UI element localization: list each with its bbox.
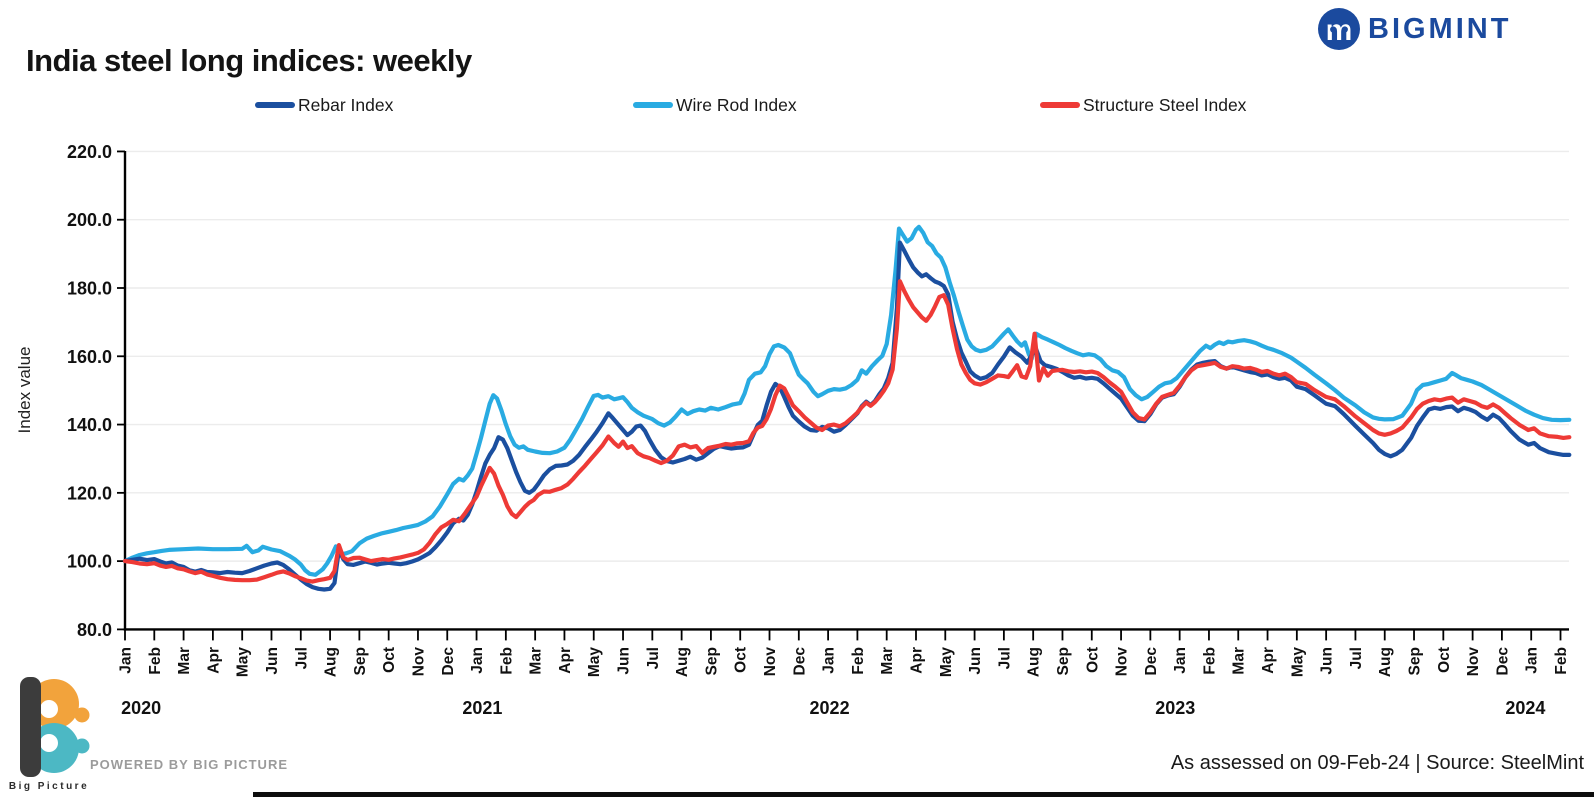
y-tick-label: 140.0 bbox=[67, 415, 112, 435]
x-tick-label: Aug bbox=[1377, 647, 1394, 677]
x-tick-label: Apr bbox=[205, 647, 222, 674]
x-tick-label: Dec bbox=[1143, 647, 1160, 676]
x-tick-label: Mar bbox=[879, 647, 896, 675]
x-tick-label: Jul bbox=[293, 647, 310, 669]
x-tick-label: Jan bbox=[1524, 647, 1541, 674]
x-tick-label: Dec bbox=[791, 647, 808, 676]
x-tick-label: May bbox=[586, 647, 603, 678]
x-tick-label: Aug bbox=[323, 647, 340, 677]
y-tick-label: 220.0 bbox=[67, 142, 112, 162]
x-tick-label: Nov bbox=[410, 647, 427, 677]
x-tick-label: Jan bbox=[118, 647, 135, 674]
x-tick-label: Feb bbox=[850, 647, 867, 675]
x-tick-label: Oct bbox=[733, 647, 750, 673]
bigmint-logo-text: BIGMINT bbox=[1368, 12, 1512, 45]
y-tick-label: 160.0 bbox=[67, 347, 112, 367]
y-axis-title: Index value bbox=[15, 347, 34, 434]
series-rebar-index bbox=[122, 240, 1572, 592]
x-tick-label: Apr bbox=[557, 647, 574, 674]
x-tick-label: Mar bbox=[1231, 647, 1248, 675]
x-tick-label: Mar bbox=[528, 647, 545, 675]
x-tick-label: Jun bbox=[1319, 647, 1336, 675]
x-tick-label: Dec bbox=[1494, 647, 1511, 676]
x-tick-label: Feb bbox=[147, 647, 164, 675]
powered-by-text: POWERED BY BIG PICTURE bbox=[90, 757, 289, 772]
x-tick-label: Apr bbox=[1260, 647, 1277, 674]
bigmint-logo: m BIGMINT bbox=[1316, 6, 1511, 52]
x-tick-label: Jun bbox=[616, 647, 633, 675]
x-tick-label: Oct bbox=[1084, 647, 1101, 673]
series-wire-rod-index bbox=[122, 224, 1572, 577]
x-tick-label: Jan bbox=[469, 647, 486, 674]
x-tick-label: Nov bbox=[1465, 647, 1482, 677]
x-tick-label: May bbox=[1289, 647, 1306, 678]
x-tick-label: Aug bbox=[674, 647, 691, 677]
big-picture-logo-caption: Big Picture bbox=[8, 781, 90, 792]
x-tick-label: Jan bbox=[821, 647, 838, 674]
x-tick-label: Jul bbox=[645, 647, 662, 669]
y-tick-label: 80.0 bbox=[77, 620, 112, 640]
x-tick-label: Dec bbox=[440, 647, 457, 676]
bigmint-logo-icon: m bbox=[1318, 8, 1360, 50]
x-tick-label: Nov bbox=[1114, 647, 1131, 677]
x-tick-label: Aug bbox=[1026, 647, 1043, 677]
x-tick-label: Sep bbox=[703, 647, 720, 675]
series-structure-steel-index bbox=[122, 279, 1572, 584]
x-tick-label: Sep bbox=[352, 647, 369, 675]
x-tick-label: Jul bbox=[996, 647, 1013, 669]
big-picture-logo-icon bbox=[20, 677, 90, 777]
year-label: 2022 bbox=[810, 698, 850, 718]
x-tick-label: Nov bbox=[762, 647, 779, 677]
x-tick-label: Jan bbox=[1172, 647, 1189, 674]
x-tick-label: Mar bbox=[176, 647, 193, 675]
year-label: 2021 bbox=[462, 698, 502, 718]
x-tick-label: Feb bbox=[498, 647, 515, 675]
x-tick-label: Oct bbox=[1436, 647, 1453, 673]
y-tick-label: 120.0 bbox=[67, 483, 112, 503]
x-tick-label: Feb bbox=[1201, 647, 1218, 675]
x-tick-label: Sep bbox=[1055, 647, 1072, 675]
x-tick-label: May bbox=[938, 647, 955, 678]
x-tick-label: Jun bbox=[967, 647, 984, 675]
page-title: India steel long indices: weekly bbox=[26, 42, 472, 78]
x-tick-label: Sep bbox=[1407, 647, 1424, 675]
bottom-bar bbox=[253, 792, 1594, 797]
y-tick-label: 100.0 bbox=[67, 552, 112, 572]
year-label: 2020 bbox=[121, 698, 161, 718]
x-tick-label: Jul bbox=[1348, 647, 1365, 669]
svg-text:m: m bbox=[1326, 14, 1353, 47]
x-tick-label: Feb bbox=[1553, 647, 1570, 675]
big-picture-logo bbox=[6, 676, 92, 785]
y-tick-label: 180.0 bbox=[67, 279, 112, 299]
year-label: 2023 bbox=[1155, 698, 1195, 718]
assessment-note: As assessed on 09-Feb-24 | Source: Steel… bbox=[1170, 752, 1584, 774]
x-tick-label: Apr bbox=[908, 647, 925, 674]
x-tick-label: Jun bbox=[264, 647, 281, 675]
x-tick-label: May bbox=[235, 647, 252, 678]
year-label: 2024 bbox=[1505, 698, 1545, 718]
x-tick-label: Oct bbox=[381, 647, 398, 673]
y-tick-label: 200.0 bbox=[67, 210, 112, 230]
